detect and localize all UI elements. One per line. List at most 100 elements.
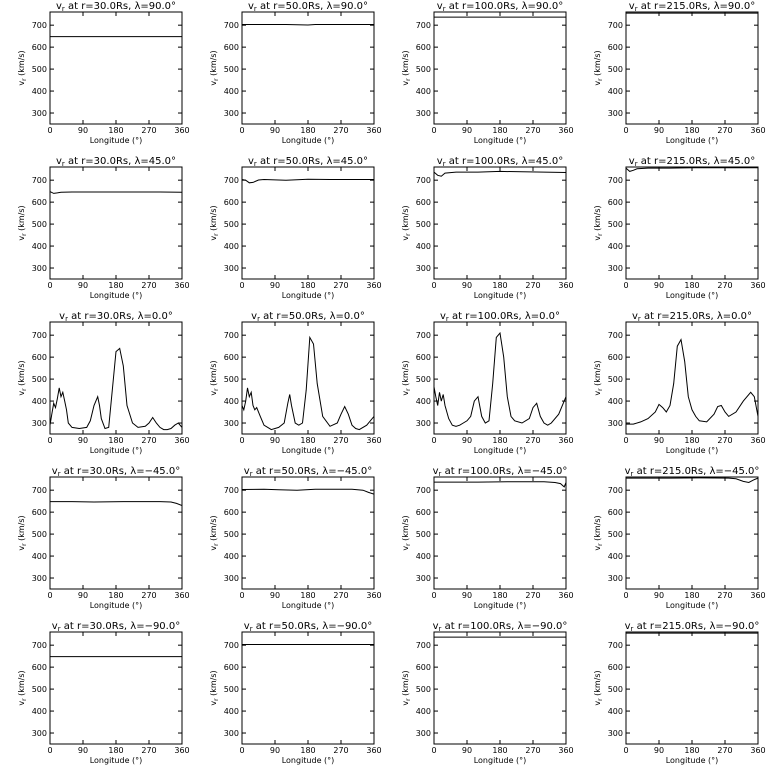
panel-title-sub: r <box>250 625 253 633</box>
x-tick-label: 270 <box>525 746 540 755</box>
y-tick-label: 500 <box>224 220 239 229</box>
y-tick-label: 300 <box>608 264 623 273</box>
x-axis-label: Longitude (°) <box>666 291 719 300</box>
y-tick-label: 300 <box>224 729 239 738</box>
x-tick-label: 270 <box>525 436 540 445</box>
plot-frame <box>625 321 759 435</box>
y-axis-label-unit: (km/s) <box>17 360 26 388</box>
panel-title-rest: at r=50.0Rs, λ=45.0° <box>257 156 368 167</box>
y-axis-label-unit: (km/s) <box>593 205 602 233</box>
x-tick-label: 0 <box>623 126 628 135</box>
y-tick-label: 600 <box>224 198 239 207</box>
y-tick-label: 700 <box>224 641 239 650</box>
panel-title-lead: v <box>629 156 635 167</box>
panel-title: vr at r=100.0Rs, λ=−45.0° <box>433 466 568 478</box>
y-tick-label: 300 <box>608 574 623 583</box>
y-tick-label: 400 <box>608 242 623 251</box>
x-tick-label: 360 <box>750 126 765 135</box>
plot-frame <box>433 321 567 435</box>
x-tick-label: 90 <box>462 281 472 290</box>
y-axis-label-unit: (km/s) <box>401 360 410 388</box>
series-line <box>626 167 758 172</box>
x-tick-label: 0 <box>623 436 628 445</box>
x-tick-label: 270 <box>717 591 732 600</box>
series-line <box>242 335 374 431</box>
y-axis-label-sub: r <box>405 698 412 701</box>
plot-frame <box>625 631 759 745</box>
y-tick-label: 300 <box>32 729 47 738</box>
y-axis-label-sub: r <box>597 78 604 81</box>
series-line <box>242 178 374 184</box>
y-axis-label-main: v <box>209 546 218 551</box>
x-tick-label: 360 <box>558 281 573 290</box>
x-tick-label: 90 <box>462 591 472 600</box>
panel-title-sub: r <box>439 625 442 633</box>
x-tick-label: 270 <box>141 746 156 755</box>
y-tick-label: 400 <box>416 707 431 716</box>
x-tick-label: 90 <box>654 591 664 600</box>
x-tick-label: 180 <box>684 436 699 445</box>
y-tick-label: 500 <box>32 530 47 539</box>
x-tick-label: 360 <box>558 746 573 755</box>
x-axis-label: Longitude (°) <box>282 446 335 455</box>
x-axis-label: Longitude (°) <box>474 446 527 455</box>
x-axis-label: Longitude (°) <box>474 601 527 610</box>
x-tick-label: 270 <box>333 746 348 755</box>
x-tick-label: 270 <box>525 281 540 290</box>
panel-title-rest: at r=50.0Rs, λ=−45.0° <box>253 466 373 477</box>
x-tick-label: 180 <box>300 126 315 135</box>
y-tick-label: 400 <box>416 242 431 251</box>
x-tick-label: 360 <box>174 281 189 290</box>
y-axis-label-unit: (km/s) <box>209 360 218 388</box>
y-axis-label-sub: r <box>597 233 604 236</box>
y-axis-label-main: v <box>401 546 410 551</box>
x-axis-label: Longitude (°) <box>666 136 719 145</box>
panel-title-sub: r <box>446 315 449 323</box>
panel-title-lead: v <box>56 156 62 167</box>
panel-title-rest: at r=100.0Rs, λ=0.0° <box>449 311 560 322</box>
y-tick-label: 700 <box>416 176 431 185</box>
y-tick-label: 600 <box>32 353 47 362</box>
y-tick-label: 600 <box>224 663 239 672</box>
series-line <box>50 501 182 506</box>
y-tick-label: 700 <box>32 176 47 185</box>
panel-title: vr at r=30.0Rs, λ=−45.0° <box>52 466 180 478</box>
panel-title-sub: r <box>439 470 442 478</box>
panel-title: vr at r=215.0Rs, λ=90.0° <box>629 1 755 13</box>
y-tick-label: 700 <box>608 641 623 650</box>
y-tick-label: 700 <box>608 331 623 340</box>
x-tick-label: 0 <box>47 436 52 445</box>
panel-5-4: vr at r=215.0Rs, λ=−90.0°0 90 180 270 360300… <box>593 621 766 765</box>
panel-title-sub: r <box>62 160 65 168</box>
y-axis-label-unit: (km/s) <box>17 205 26 233</box>
y-tick-label: 400 <box>224 242 239 251</box>
x-tick-label: 270 <box>717 281 732 290</box>
x-axis-label: Longitude (°) <box>474 136 527 145</box>
y-tick-label: 300 <box>416 109 431 118</box>
x-tick-label: 0 <box>623 746 628 755</box>
y-axis-label-unit: (km/s) <box>593 515 602 543</box>
x-tick-label: 90 <box>654 126 664 135</box>
panel-title-sub: r <box>65 315 68 323</box>
y-axis-label: vr (km/s) <box>209 50 220 85</box>
x-tick-label: 180 <box>684 746 699 755</box>
series-line <box>434 170 566 177</box>
y-axis-label: vr (km/s) <box>593 205 604 240</box>
x-tick-label: 90 <box>462 126 472 135</box>
panel-title: vr at r=100.0Rs, λ=90.0° <box>437 1 563 13</box>
y-axis-label-unit: (km/s) <box>17 670 26 698</box>
x-tick-label: 0 <box>47 126 52 135</box>
series-line <box>50 191 182 194</box>
x-tick-label: 90 <box>462 436 472 445</box>
y-axis-label-unit: (km/s) <box>401 670 410 698</box>
x-tick-label: 180 <box>300 591 315 600</box>
panel-title: vr at r=215.0Rs, λ=45.0° <box>629 156 755 168</box>
x-tick-label: 0 <box>431 126 436 135</box>
y-tick-label: 600 <box>32 508 47 517</box>
x-tick-label: 90 <box>462 746 472 755</box>
panel-title: vr at r=100.0Rs, λ=0.0° <box>440 311 560 323</box>
y-tick-label: 300 <box>224 574 239 583</box>
y-tick-label: 500 <box>32 375 47 384</box>
y-tick-label: 400 <box>32 552 47 561</box>
panel-title-sub: r <box>635 5 638 13</box>
